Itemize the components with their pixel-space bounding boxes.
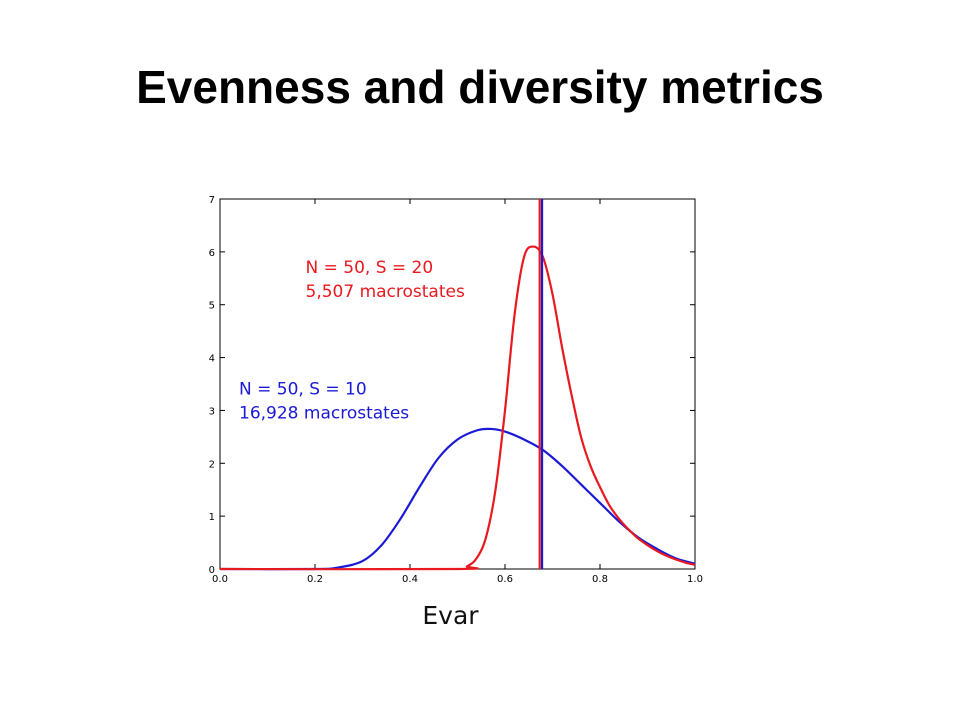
evar-density-chart: 0.0 0.2 0.4 0.6 0.8 1.0 0 1 2 3 4 5 6 7 N = 50, S = 20…	[209, 195, 703, 630]
annotation-red-line-1: 5,507 macrostates	[306, 282, 465, 302]
annotation-blue-line-1: 16,928 macrostates	[239, 404, 409, 424]
series-line-red	[219, 245, 696, 571]
x-tick-label: 0.0	[212, 574, 228, 585]
slide-title: Evenness and diversity metrics	[136, 61, 824, 113]
plot-layer: 0.0 0.2 0.4 0.6 0.8 1.0 0 1 2 3 4 5 6 7 N = 50, S = 20…	[209, 195, 703, 630]
annotation-blue-line-0: N = 50, S = 10	[239, 380, 367, 400]
x-axis-label: Evar	[422, 601, 479, 630]
y-tick-label: 0	[209, 565, 215, 576]
y-tick-label: 2	[209, 459, 215, 470]
y-tick-label: 7	[209, 195, 215, 206]
x-tick-label: 0.2	[307, 574, 323, 585]
y-tick-label: 5	[209, 301, 215, 312]
x-tick-label: 1.0	[687, 574, 703, 585]
x-tick-label: 0.8	[592, 574, 608, 585]
y-tick-label: 4	[209, 354, 215, 365]
x-tick-label: 0.4	[402, 574, 418, 585]
y-tick-label: 6	[209, 248, 215, 259]
y-tick-label: 3	[209, 406, 215, 417]
annotation-red-line-0: N = 50, S = 20	[306, 258, 434, 278]
x-tick-label: 0.6	[497, 574, 513, 585]
y-tick-label: 1	[209, 512, 215, 523]
series-line-blue	[219, 427, 696, 571]
